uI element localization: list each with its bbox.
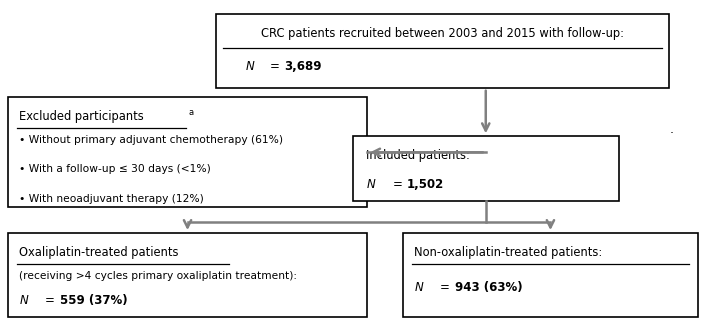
Text: =: = <box>45 294 59 307</box>
Text: Excluded participants: Excluded participants <box>19 110 143 123</box>
Text: Included patients:: Included patients: <box>366 149 469 162</box>
Text: • Without primary adjuvant chemotherapy (61%): • Without primary adjuvant chemotherapy … <box>19 134 283 145</box>
Text: $N$: $N$ <box>414 281 424 294</box>
Text: 943 (63%): 943 (63%) <box>455 281 523 294</box>
Text: Non-oxaliplatin-treated patients:: Non-oxaliplatin-treated patients: <box>414 246 602 259</box>
Text: .: . <box>670 123 674 136</box>
Text: • With a follow-up ≤ 30 days (<1%): • With a follow-up ≤ 30 days (<1%) <box>19 164 210 174</box>
Text: a: a <box>189 108 194 117</box>
Text: $N$: $N$ <box>366 178 377 191</box>
Text: • With neoadjuvant therapy (12%): • With neoadjuvant therapy (12%) <box>19 194 204 204</box>
FancyBboxPatch shape <box>8 98 367 207</box>
FancyBboxPatch shape <box>216 14 669 88</box>
Text: =: = <box>270 60 284 73</box>
Text: =: = <box>392 178 402 191</box>
FancyBboxPatch shape <box>8 233 367 317</box>
Text: 3,689: 3,689 <box>284 60 322 73</box>
Text: $N$: $N$ <box>19 294 29 307</box>
Text: Oxaliplatin-treated patients: Oxaliplatin-treated patients <box>19 246 178 259</box>
Text: CRC patients recruited between 2003 and 2015 with follow-up:: CRC patients recruited between 2003 and … <box>261 27 624 40</box>
Text: =: = <box>441 281 454 294</box>
FancyBboxPatch shape <box>353 136 618 201</box>
Text: $N$: $N$ <box>245 60 256 73</box>
FancyBboxPatch shape <box>403 233 698 317</box>
Text: 1,502: 1,502 <box>407 178 444 191</box>
Text: 559 (37%): 559 (37%) <box>60 294 127 307</box>
Text: (receiving >4 cycles primary oxaliplatin treatment):: (receiving >4 cycles primary oxaliplatin… <box>19 271 297 281</box>
